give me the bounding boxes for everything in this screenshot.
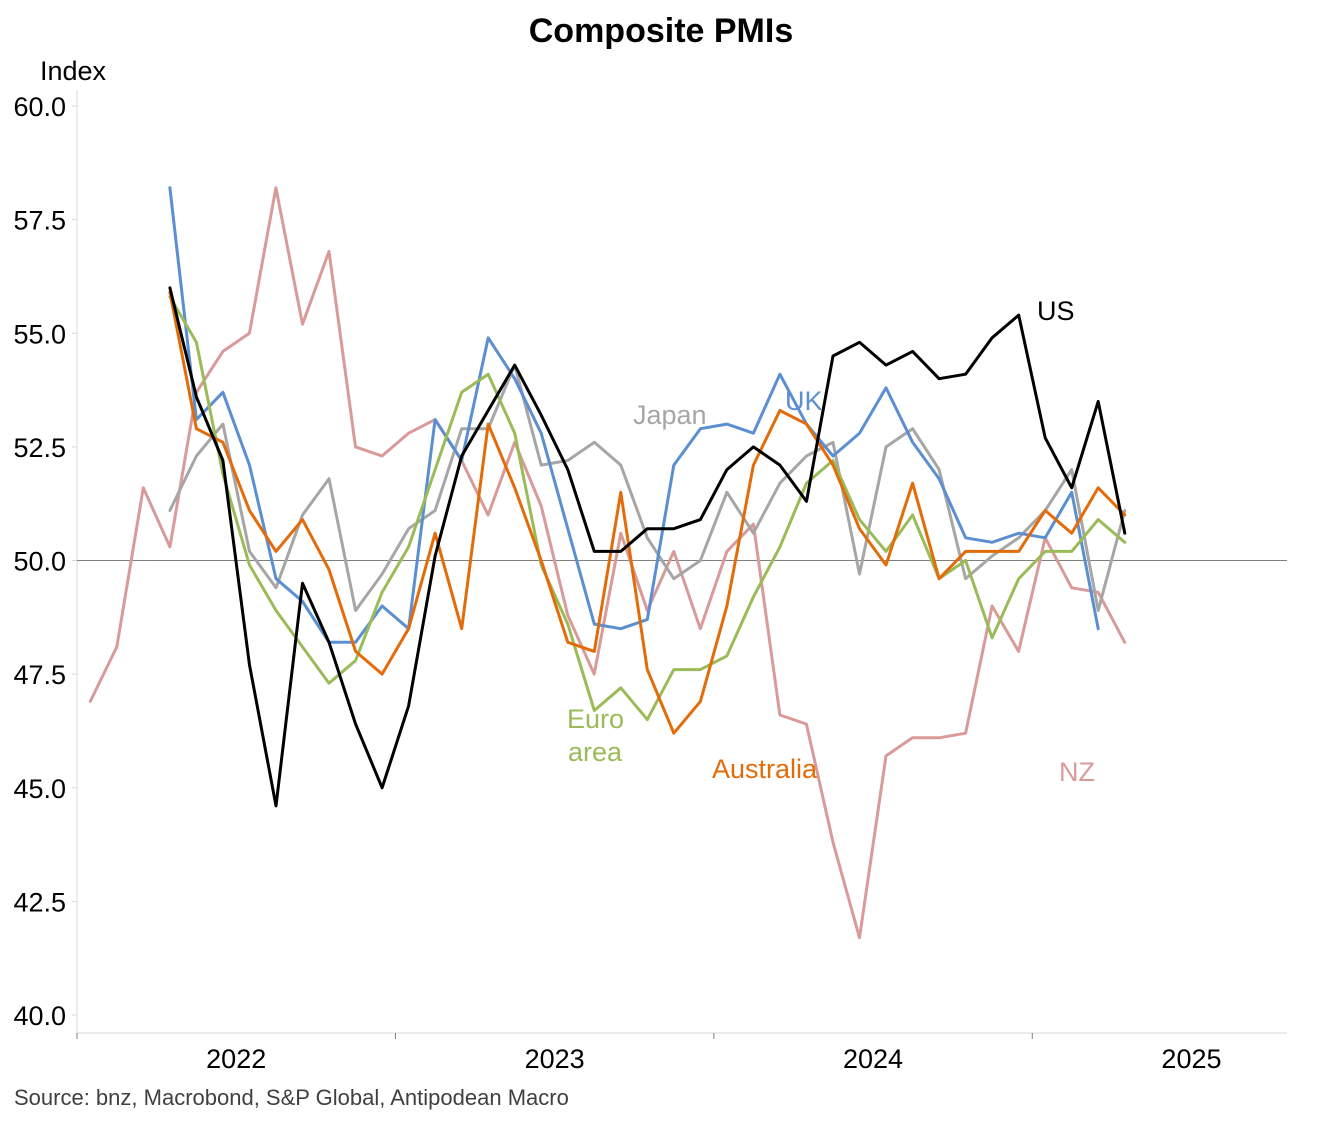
y-tick-label: 45.0: [13, 774, 66, 804]
y-tick-label: 47.5: [13, 660, 66, 690]
x-tick-label: 2025: [1161, 1044, 1221, 1074]
series-line-us: [168, 286, 1127, 808]
y-tick-label: 52.5: [13, 433, 66, 463]
source-note: Source: bnz, Macrobond, S&P Global, Anti…: [14, 1085, 569, 1110]
series-annotations: Japan UK US Euro area Australia NZ: [567, 296, 1095, 787]
x-tick-label: 2024: [843, 1044, 903, 1074]
label-australia: Australia: [712, 754, 818, 784]
y-axis-label: Index: [40, 56, 107, 86]
label-japan: Japan: [633, 400, 707, 430]
x-tick-label: 2023: [525, 1044, 585, 1074]
series-line-nz: [88, 186, 1127, 940]
y-tick-label: 57.5: [13, 206, 66, 236]
label-uk: UK: [785, 386, 823, 416]
label-euro: Euro: [567, 704, 624, 734]
chart-title: Composite PMIs: [529, 12, 793, 50]
series-line-japan: [168, 363, 1127, 612]
series-lines: [88, 186, 1127, 940]
y-axis-ticks: 40.0 42.5 45.0 47.5 50.0 52.5 55.0 57.5 60.0: [13, 92, 77, 1031]
x-axis-ticks: 2022 2023 2024 2025: [76, 1033, 1222, 1074]
y-tick-label: 40.0: [13, 1001, 66, 1031]
x-tick-label: 2022: [206, 1044, 266, 1074]
y-tick-label: 60.0: [13, 92, 66, 122]
label-area: area: [568, 737, 623, 767]
series-line-euro-area: [168, 295, 1127, 722]
y-tick-label: 50.0: [13, 547, 66, 577]
y-tick-label: 55.0: [13, 319, 66, 349]
label-nz: NZ: [1059, 757, 1095, 787]
label-us: US: [1037, 296, 1075, 326]
series-line-australia: [168, 290, 1127, 735]
y-tick-label: 42.5: [13, 887, 66, 917]
